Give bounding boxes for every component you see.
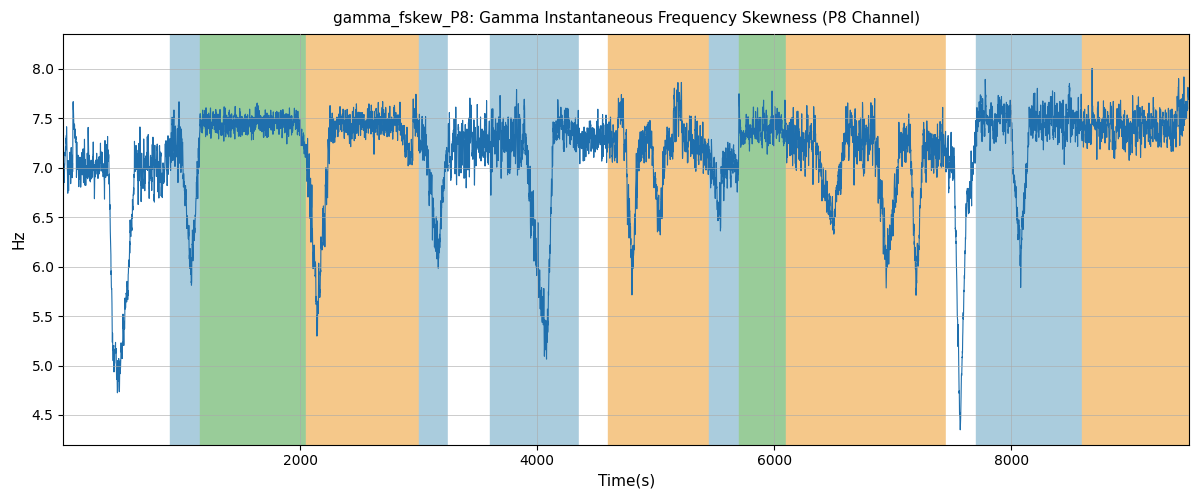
- Bar: [1082, 34, 1189, 444]
- Bar: [306, 34, 419, 444]
- Bar: [170, 34, 199, 444]
- Bar: [419, 34, 449, 444]
- Bar: [449, 34, 490, 444]
- Y-axis label: Hz: Hz: [11, 230, 26, 249]
- X-axis label: Time(s): Time(s): [598, 474, 655, 489]
- Bar: [786, 34, 946, 444]
- Bar: [490, 34, 578, 444]
- Title: gamma_fskew_P8: Gamma Instantaneous Frequency Skewness (P8 Channel): gamma_fskew_P8: Gamma Instantaneous Freq…: [332, 11, 919, 28]
- Bar: [946, 34, 976, 444]
- Bar: [64, 34, 170, 444]
- Bar: [976, 34, 1082, 444]
- Bar: [199, 34, 306, 444]
- Bar: [739, 34, 786, 444]
- Bar: [608, 34, 709, 444]
- Bar: [578, 34, 608, 444]
- Bar: [709, 34, 739, 444]
